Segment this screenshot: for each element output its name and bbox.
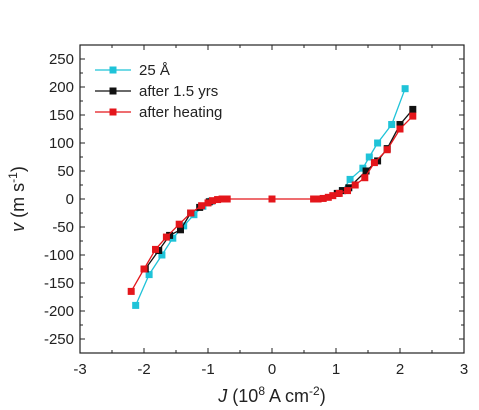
- data-point: [140, 265, 148, 273]
- data-point: [319, 194, 327, 202]
- data-point: [198, 202, 206, 210]
- y-tick-label: 200: [49, 79, 74, 96]
- data-point: [314, 195, 322, 203]
- legend-label: after heating: [139, 104, 222, 121]
- legend-label: after 1.5 yrs: [139, 83, 218, 100]
- data-point: [158, 251, 166, 259]
- series-1: [141, 105, 417, 273]
- data-point: [401, 85, 409, 93]
- x-tick-label: 0: [268, 361, 276, 378]
- data-point: [383, 146, 391, 154]
- data-point: [162, 233, 170, 241]
- y-tick-label: 100: [49, 135, 74, 152]
- y-tick-label: 0: [66, 191, 74, 208]
- series-2: [127, 112, 417, 295]
- data-point: [175, 220, 183, 228]
- y-tick-label: -100: [44, 247, 74, 264]
- data-point: [361, 174, 369, 182]
- data-point: [324, 193, 332, 201]
- x-tick-label: 3: [460, 361, 468, 378]
- data-point: [214, 196, 222, 204]
- y-tick-label: -200: [44, 303, 74, 320]
- data-point: [370, 159, 378, 167]
- data-point: [329, 192, 337, 200]
- series-line: [130, 115, 414, 292]
- data-point: [218, 195, 226, 203]
- data-point: [145, 271, 153, 279]
- series-line: [135, 200, 212, 306]
- x-tick-label: 2: [396, 361, 404, 378]
- data-point: [180, 222, 188, 230]
- y-axis-label: v (m s-1): [6, 166, 28, 232]
- x-tick-label: -2: [137, 361, 150, 378]
- data-point: [132, 301, 140, 309]
- data-point: [351, 181, 359, 189]
- data-point: [396, 125, 404, 133]
- data-point: [346, 175, 354, 183]
- data-point: [268, 195, 276, 203]
- data-point: [374, 139, 382, 147]
- series-line: [144, 201, 210, 270]
- legend: 25 Å after 1.5 yrs after heating: [95, 62, 222, 121]
- x-tick-label: -1: [201, 361, 214, 378]
- data-point: [388, 121, 396, 129]
- data-point: [362, 167, 370, 175]
- tick-layer: -3 -2 -1 0 1 2 3 -250 -200 -150 -100 -50 0 50 100 150 20…: [44, 45, 468, 378]
- data-point: [310, 195, 318, 203]
- series-layer: [127, 85, 417, 309]
- data-point: [396, 121, 404, 129]
- legend-marker: [109, 87, 117, 95]
- y-tick-label: -250: [44, 331, 74, 348]
- data-point: [223, 195, 231, 203]
- data-point: [409, 105, 417, 113]
- data-point: [176, 226, 184, 234]
- y-tick-label: 250: [49, 51, 74, 68]
- y-tick-label: -150: [44, 275, 74, 292]
- legend-marker: [109, 108, 117, 116]
- data-point: [344, 187, 352, 195]
- data-point: [187, 209, 195, 217]
- data-point: [208, 197, 216, 205]
- data-point: [127, 287, 135, 295]
- x-axis-label: J (108 A cm-2): [217, 384, 325, 406]
- data-point: [365, 153, 373, 161]
- data-point: [204, 199, 212, 207]
- data-point: [409, 112, 417, 120]
- y-tick-label: -50: [52, 219, 74, 236]
- x-tick-label: -3: [73, 361, 86, 378]
- series-line: [341, 88, 406, 191]
- data-point: [152, 245, 160, 253]
- plot-frame: [79, 44, 465, 354]
- y-tick-label: 150: [49, 107, 74, 124]
- legend-marker: [109, 66, 117, 74]
- legend-label: 25 Å: [139, 62, 170, 79]
- x-tick-label: 1: [332, 361, 340, 378]
- data-point: [335, 189, 343, 197]
- y-tick-label: 50: [57, 163, 74, 180]
